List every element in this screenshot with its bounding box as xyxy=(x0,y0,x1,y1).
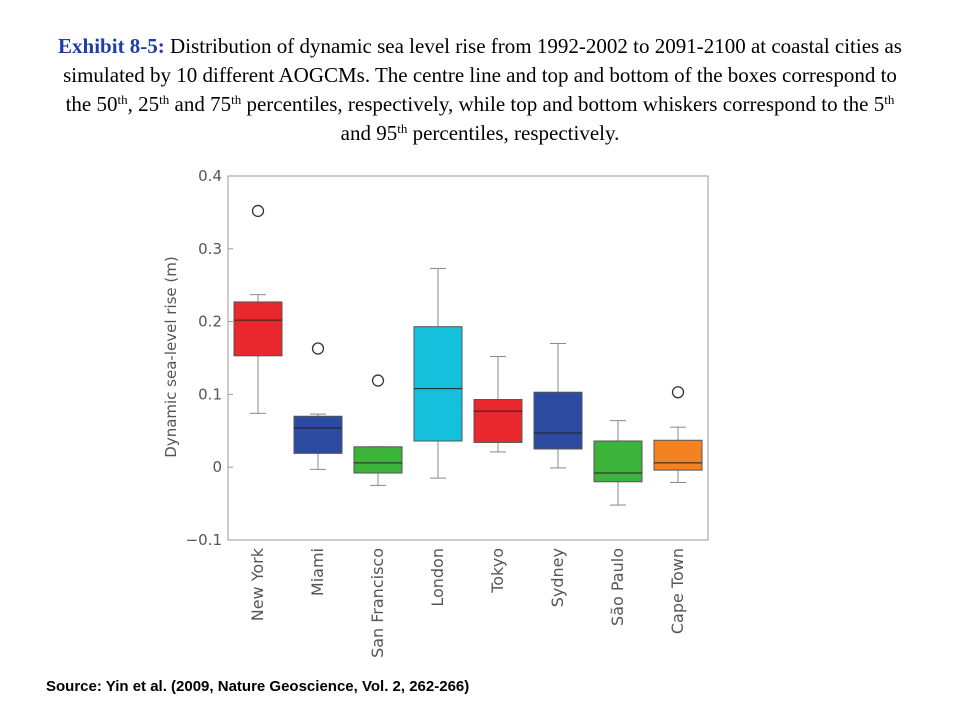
x-tick-label: Sydney xyxy=(548,548,567,607)
caption-text-1: Distribution of dynamic sea level rise f… xyxy=(63,34,902,116)
x-axis: New York Miami San Francisco London Tokyo Syd… xyxy=(248,547,687,658)
box-iqr xyxy=(473,398,523,443)
source-citation: Source: Yin et al. (2009, Nature Geoscie… xyxy=(46,678,470,695)
caption-text-2: , 25 xyxy=(127,92,160,116)
y-axis-label: Dynamic sea-level rise (m) xyxy=(162,256,180,457)
box-iqr xyxy=(653,439,703,471)
box-iqr xyxy=(413,326,463,442)
x-tick-label: São Paulo xyxy=(608,548,627,626)
caption-sup-3: th xyxy=(231,92,242,107)
y-axis: −0.1 0 0.1 0.2 0.3 0.4 xyxy=(186,167,233,549)
caption-text-3: and 75 xyxy=(169,92,232,116)
caption-text-5: and 95 xyxy=(340,121,398,145)
caption-sup-2: th xyxy=(159,92,170,107)
box-iqr xyxy=(353,446,403,474)
box-tokyo xyxy=(473,356,523,453)
outlier-point xyxy=(251,204,265,218)
x-tick-label: San Francisco xyxy=(368,548,387,658)
plot-frame xyxy=(227,175,709,541)
box-iqr xyxy=(233,301,283,357)
box-cape-town xyxy=(653,386,703,483)
y-tick-label: 0.3 xyxy=(198,240,222,258)
x-tick-label: Cape Town xyxy=(668,548,687,634)
exhibit-caption: Exhibit 8-5: Distribution of dynamic sea… xyxy=(50,32,910,148)
caption-sup-1: th xyxy=(117,92,128,107)
outlier-point xyxy=(671,386,685,399)
box-s-o-paulo xyxy=(593,420,643,506)
y-tick-label: 0.4 xyxy=(198,167,222,185)
box-iqr xyxy=(293,415,343,454)
caption-text-4: percentiles, respectively, while top and… xyxy=(241,92,885,116)
boxes-layer xyxy=(233,204,703,506)
box-miami xyxy=(293,342,343,470)
box-sydney xyxy=(533,342,583,469)
x-tick-label: Tokyo xyxy=(488,548,507,594)
box-new-york xyxy=(233,204,283,414)
y-tick-label: 0.1 xyxy=(198,385,222,403)
y-tick-label: −0.1 xyxy=(186,531,222,549)
exhibit-number: Exhibit 8-5: xyxy=(58,34,165,58)
box-london xyxy=(413,267,463,479)
caption-sup-4: th xyxy=(884,92,895,107)
y-tick-label: 0.2 xyxy=(198,313,222,331)
y-tick-label: 0 xyxy=(212,458,222,476)
box-san-francisco xyxy=(353,374,403,486)
outlier-point xyxy=(311,342,325,355)
x-tick-label: Miami xyxy=(308,548,327,596)
box-iqr xyxy=(593,440,643,483)
x-tick-label: New York xyxy=(248,547,267,621)
caption-sup-5: th xyxy=(397,121,408,136)
outlier-point xyxy=(371,374,385,387)
x-tick-label: London xyxy=(428,548,447,607)
caption-text-6: percentiles, respectively. xyxy=(407,121,620,145)
box-iqr xyxy=(533,391,583,450)
